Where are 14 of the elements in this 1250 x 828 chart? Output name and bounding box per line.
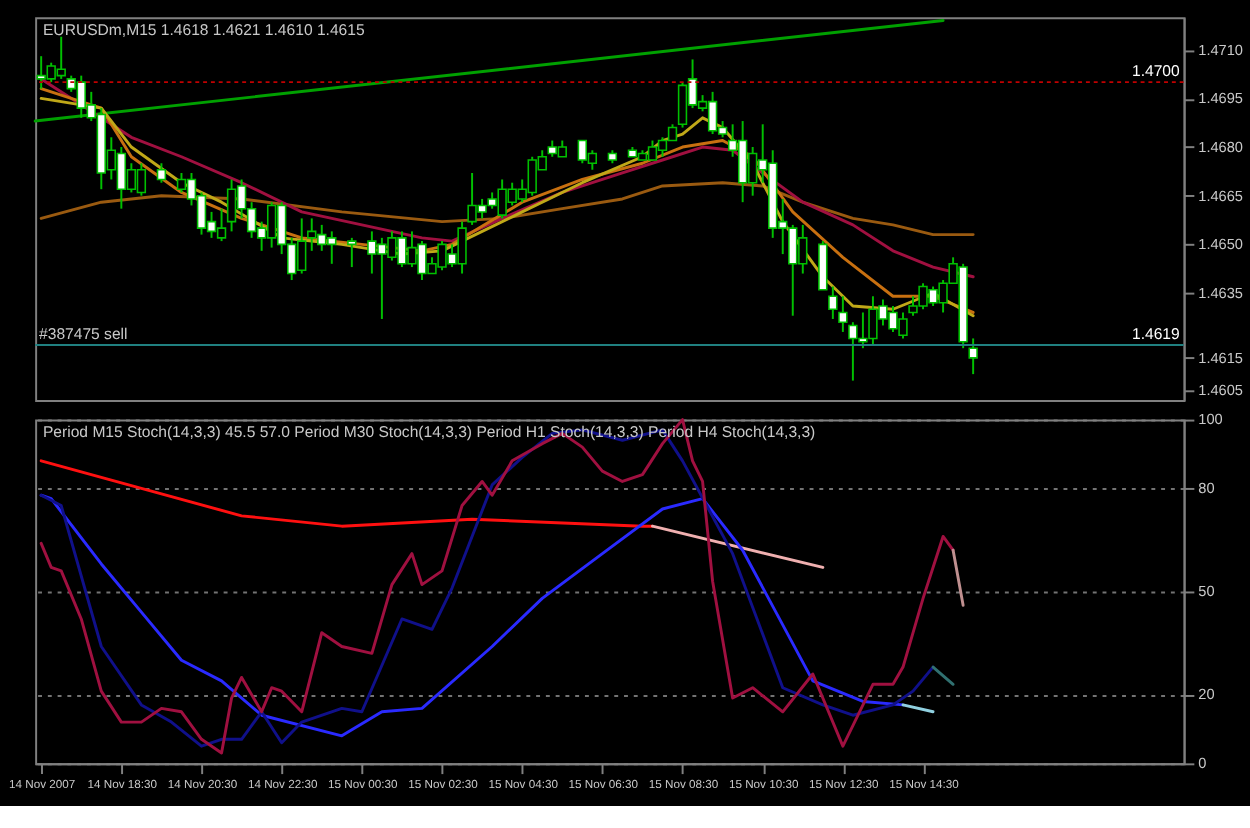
line-series bbox=[39, 77, 975, 279]
line-series bbox=[39, 459, 654, 528]
candlestick bbox=[818, 240, 828, 291]
candlestick bbox=[156, 162, 167, 184]
candlestick bbox=[838, 295, 848, 333]
annotation: 1.4619 bbox=[1131, 325, 1180, 344]
candlestick bbox=[968, 337, 978, 376]
candlestick bbox=[347, 236, 357, 269]
annotation: 1.4700 bbox=[1131, 62, 1181, 81]
line-series bbox=[39, 493, 905, 738]
candlestick bbox=[828, 285, 838, 320]
chart-title: EURUSDm,M15 1.4618 1.4621 1.4610 1.4615 bbox=[42, 20, 366, 39]
ref-line-label: #387475 sell bbox=[39, 325, 129, 344]
line-series bbox=[39, 181, 975, 237]
